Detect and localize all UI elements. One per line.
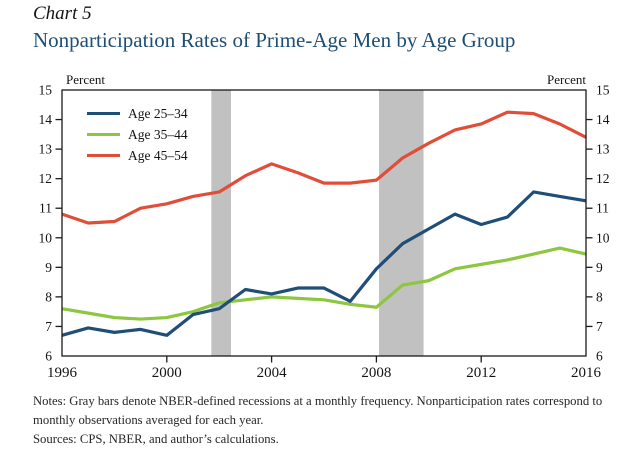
legend-label: Age 45–54 [128, 147, 188, 163]
y-axis-label-left: 10 [39, 230, 53, 245]
y-axis-label-left: 11 [39, 201, 52, 216]
y-axis-label-left: 12 [39, 171, 53, 186]
y-axis-label-right: 10 [596, 230, 610, 245]
y-axis-label-left: 6 [45, 349, 52, 364]
chart-number-label: Chart 5 [33, 3, 92, 24]
y-axis-label-right: 6 [596, 349, 603, 364]
figure: 6 6 7 7 8 8 9 9 10 10 11 11 12 12 13 13 14 14 15 15 1996 2000… [0, 72, 640, 386]
legend-line-swatch-red [87, 153, 120, 158]
y-axis-label-right: 15 [596, 83, 610, 98]
recession-band [379, 90, 424, 356]
y-axis-label-right: 8 [596, 289, 603, 304]
sources-text: Sources: CPS, NBER, and author’s calcula… [33, 432, 279, 447]
right-axis-unit-label: Percent [547, 74, 586, 87]
y-axis-label-right: 12 [596, 171, 610, 186]
x-axis-label: 2016 [571, 365, 602, 381]
y-axis-label-left: 14 [39, 112, 53, 127]
line-chart: 6 6 7 7 8 8 9 9 10 10 11 11 12 12 13 13 14 14 15 15 1996 2000… [39, 72, 610, 381]
x-axis-label: 2000 [152, 365, 182, 381]
x-axis-label: 2012 [466, 365, 496, 381]
x-axis-label: 2004 [257, 365, 288, 381]
y-axis-label-right: 9 [596, 260, 603, 275]
notes: Notes: Gray bars denote NBER-defined rec… [33, 392, 611, 449]
legend-item-age-25-34: Age 25–34 [87, 103, 188, 124]
y-axis-label-right: 13 [596, 142, 610, 157]
x-axis-label: 2008 [361, 365, 391, 381]
recession-band [211, 90, 231, 356]
legend-item-age-35-44: Age 35–44 [87, 124, 188, 145]
y-axis-label-left: 7 [45, 319, 52, 334]
legend-line-swatch-blue [87, 111, 120, 116]
legend: Age 25–34 Age 35–44 Age 45–54 [87, 103, 188, 166]
y-axis-label-left: 13 [39, 142, 53, 157]
legend-item-age-45-54: Age 45–54 [87, 145, 188, 166]
legend-label: Age 25–34 [128, 105, 188, 121]
legend-label: Age 35–44 [128, 126, 188, 142]
y-axis-label-left: 9 [45, 260, 52, 275]
x-axis-label: 1996 [47, 365, 78, 381]
y-axis-label-right: 14 [596, 112, 610, 127]
y-axis-label-left: 8 [45, 289, 52, 304]
left-axis-unit-label: Percent [66, 74, 105, 87]
series-line-2 [61, 246, 587, 321]
series-line-1 [61, 190, 587, 337]
notes-text: Notes: Gray bars denote NBER-defined rec… [33, 394, 603, 428]
y-axis-label-right: 7 [596, 319, 603, 334]
series-line-3 [61, 110, 587, 225]
chart-title: Nonparticipation Rates of Prime-Age Men … [33, 28, 516, 52]
y-axis-label-left: 15 [39, 83, 53, 98]
legend-line-swatch-green [87, 132, 120, 137]
y-axis-label-right: 11 [596, 201, 609, 216]
plot-frame [61, 89, 587, 357]
